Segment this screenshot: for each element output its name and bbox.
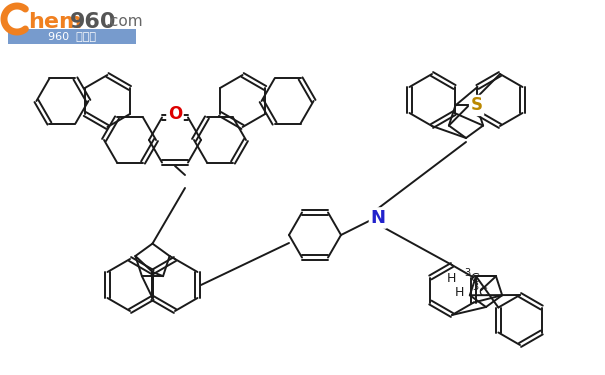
Text: .com: .com <box>105 14 143 29</box>
Text: 960  化工网: 960 化工网 <box>48 32 96 42</box>
Text: H: H <box>454 286 464 299</box>
FancyBboxPatch shape <box>8 29 136 44</box>
Text: C: C <box>470 272 479 285</box>
Text: N: N <box>370 209 385 227</box>
Text: S: S <box>471 96 483 114</box>
Text: 3: 3 <box>472 282 478 292</box>
Text: 3: 3 <box>464 268 470 278</box>
Text: hem: hem <box>28 12 82 32</box>
Text: O: O <box>168 105 182 123</box>
Text: H: H <box>446 272 456 285</box>
Text: 960: 960 <box>70 12 117 32</box>
Text: C: C <box>478 286 487 299</box>
